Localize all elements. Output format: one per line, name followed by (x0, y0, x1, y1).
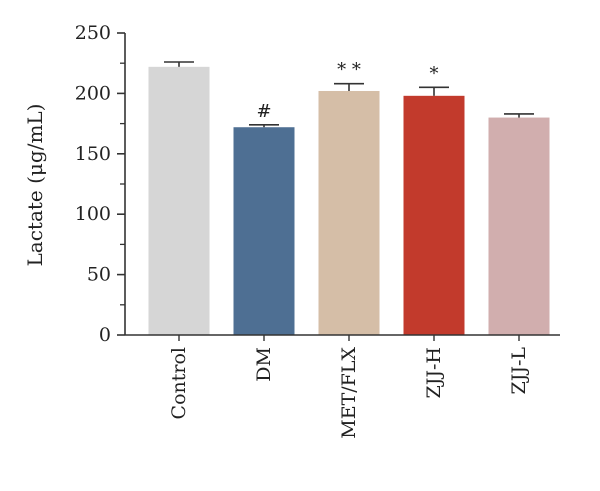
bar-dm (233, 127, 295, 335)
bar-met-flx (318, 90, 380, 335)
x-tick-label: ZJJ-L (508, 347, 530, 395)
y-tick-label: 200 (75, 82, 111, 104)
bar-control (148, 66, 210, 335)
x-tick-label: Control (168, 347, 190, 419)
significance-marker: * * (337, 60, 361, 81)
y-tick-label: 0 (99, 324, 111, 346)
significance-marker: * (430, 63, 439, 84)
plot-area: Control # DM * * MET/FLX * ZJJ-H ZJJ-L 0 50 100 150… (75, 22, 560, 439)
y-tick-label: 250 (75, 22, 111, 44)
y-tick-label: 150 (75, 143, 111, 165)
y-axis-label: Lactate (μg/mL) (23, 104, 47, 267)
y-tick-label: 50 (87, 264, 111, 286)
x-tick-label: MET/FLX (338, 347, 360, 439)
significance-marker: # (256, 101, 271, 122)
bar-zjj-h (403, 95, 465, 335)
x-tick-label: ZJJ-H (423, 347, 445, 398)
y-tick-label: 100 (75, 203, 111, 225)
bar-zjj-l (488, 117, 550, 335)
x-tick-label: DM (253, 347, 275, 382)
